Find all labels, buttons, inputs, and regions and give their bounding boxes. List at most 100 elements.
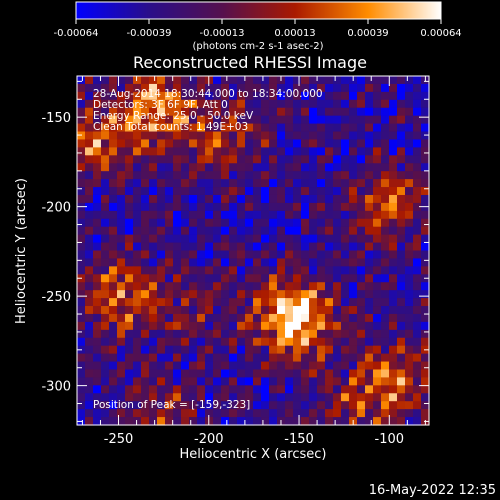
heatmap-cell <box>349 313 358 323</box>
heatmap-cell <box>397 266 406 275</box>
heatmap-cell <box>213 313 222 323</box>
heatmap-cell <box>277 361 286 371</box>
heatmap-cell <box>189 393 198 402</box>
heatmap-cell <box>325 306 334 315</box>
x-tick-label: -150 <box>284 432 314 447</box>
heatmap-cell <box>189 155 198 164</box>
heatmap-cell <box>245 76 254 85</box>
heatmap-cell <box>261 210 270 220</box>
heatmap-cell <box>133 91 142 101</box>
heatmap-cell <box>213 210 222 220</box>
heatmap-cell <box>341 298 350 307</box>
heatmap-cell <box>141 282 150 291</box>
heatmap-cell <box>365 329 374 339</box>
heatmap-cell <box>181 409 190 418</box>
heatmap-cell <box>405 417 414 426</box>
heatmap-cell <box>117 76 126 85</box>
heatmap-cell <box>237 401 246 410</box>
heatmap-cell <box>397 377 406 386</box>
heatmap-cell <box>413 250 422 260</box>
heatmap-cell <box>293 147 302 156</box>
heatmap-cell <box>181 163 190 172</box>
heatmap-cell <box>405 369 414 379</box>
heatmap-cell <box>285 337 294 347</box>
heatmap-cell <box>85 218 94 228</box>
heatmap-cell <box>165 76 174 85</box>
heatmap-cell <box>149 345 158 355</box>
heatmap-cell <box>253 107 262 117</box>
heatmap-cell <box>213 345 222 355</box>
heatmap-cell <box>349 274 358 283</box>
heatmap-cell <box>149 194 158 204</box>
heatmap-cell <box>157 401 166 410</box>
heatmap-cell <box>133 258 142 267</box>
heatmap-cell <box>341 115 350 125</box>
heatmap-cell <box>269 155 278 164</box>
heatmap-cell <box>293 226 302 236</box>
heatmap-cell <box>285 274 294 283</box>
heatmap-cell <box>261 361 270 371</box>
heatmap-cell <box>277 242 286 252</box>
heatmap-cell <box>341 313 350 323</box>
heatmap-cell <box>325 266 334 275</box>
heatmap-cell <box>405 147 414 156</box>
heatmap-cell <box>373 139 382 148</box>
heatmap-cell <box>397 91 406 101</box>
heatmap-cell <box>213 250 222 260</box>
heatmap-cell <box>285 91 294 101</box>
heatmap-cell <box>277 187 286 196</box>
heatmap-cell <box>133 155 142 164</box>
heatmap-cell <box>133 361 142 371</box>
heatmap-cell <box>253 329 262 339</box>
heatmap-cell <box>93 393 102 402</box>
heatmap-cell <box>309 417 318 426</box>
heatmap-cell <box>333 313 342 323</box>
heatmap-cell <box>301 171 310 180</box>
heatmap-cell <box>165 258 174 267</box>
heatmap-cell <box>221 171 230 180</box>
heatmap-cell <box>317 139 326 148</box>
heatmap-cell <box>181 210 190 220</box>
heatmap-cell <box>101 345 110 355</box>
heatmap-cell <box>357 187 366 196</box>
heatmap-cell <box>229 417 238 426</box>
heatmap-cell <box>133 147 142 156</box>
heatmap-cell <box>413 107 422 117</box>
heatmap-cell <box>301 361 310 371</box>
heatmap-cell <box>261 377 270 386</box>
heatmap-cell <box>125 282 134 291</box>
heatmap-cell <box>341 76 350 85</box>
heatmap-cell <box>181 155 190 164</box>
heatmap-cell <box>381 369 390 379</box>
heatmap-cell <box>293 282 302 291</box>
heatmap-cell <box>317 377 326 386</box>
heatmap-cell <box>421 194 430 204</box>
heatmap-cell <box>341 179 350 188</box>
heatmap-cell <box>85 226 94 236</box>
heatmap-cell <box>309 179 318 188</box>
heatmap-cell <box>325 83 334 93</box>
heatmap-cell <box>101 258 110 267</box>
heatmap-cell <box>173 179 182 188</box>
heatmap-cell <box>197 91 206 101</box>
heatmap-cell <box>93 274 102 283</box>
heatmap-cell <box>101 234 110 244</box>
heatmap-cell <box>341 226 350 236</box>
heatmap-cell <box>269 139 278 148</box>
heatmap-cell <box>173 337 182 347</box>
heatmap-cell <box>149 258 158 267</box>
heatmap-cell <box>357 274 366 283</box>
x-tick-label: -100 <box>375 432 405 447</box>
y-tick-labels: -150-200-250-300 <box>41 111 71 394</box>
heatmap-cell <box>189 321 198 331</box>
heatmap-cell <box>173 329 182 339</box>
heatmap-cell <box>325 345 334 355</box>
heatmap-cell <box>317 171 326 180</box>
heatmap-cell <box>381 242 390 252</box>
heatmap-cell <box>373 377 382 386</box>
heatmap-cell <box>157 179 166 188</box>
heatmap-cell <box>109 155 118 164</box>
heatmap-cell <box>189 258 198 267</box>
heatmap-cell <box>109 385 118 394</box>
heatmap-cell <box>325 337 334 347</box>
